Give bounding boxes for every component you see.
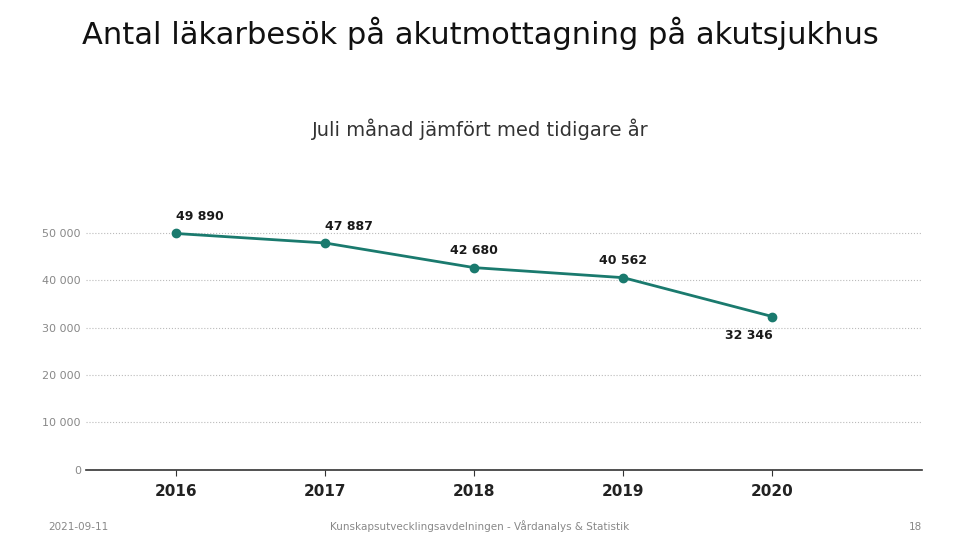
Text: Antal läkarbesök på akutmottagning på akutsjukhus: Antal läkarbesök på akutmottagning på ak… [82,16,878,50]
Text: 40 562: 40 562 [599,254,647,267]
Text: 47 887: 47 887 [325,220,372,233]
Text: Juli månad jämfört med tidigare år: Juli månad jämfört med tidigare år [312,119,648,140]
Text: Kunskapsutvecklingsavdelningen - Vårdanalys & Statistik: Kunskapsutvecklingsavdelningen - Vårdana… [330,520,630,532]
Text: 49 890: 49 890 [176,210,224,223]
Text: 2021-09-11: 2021-09-11 [48,522,108,532]
Text: 32 346: 32 346 [725,329,773,342]
Text: 42 680: 42 680 [450,244,498,257]
Text: 18: 18 [908,522,922,532]
